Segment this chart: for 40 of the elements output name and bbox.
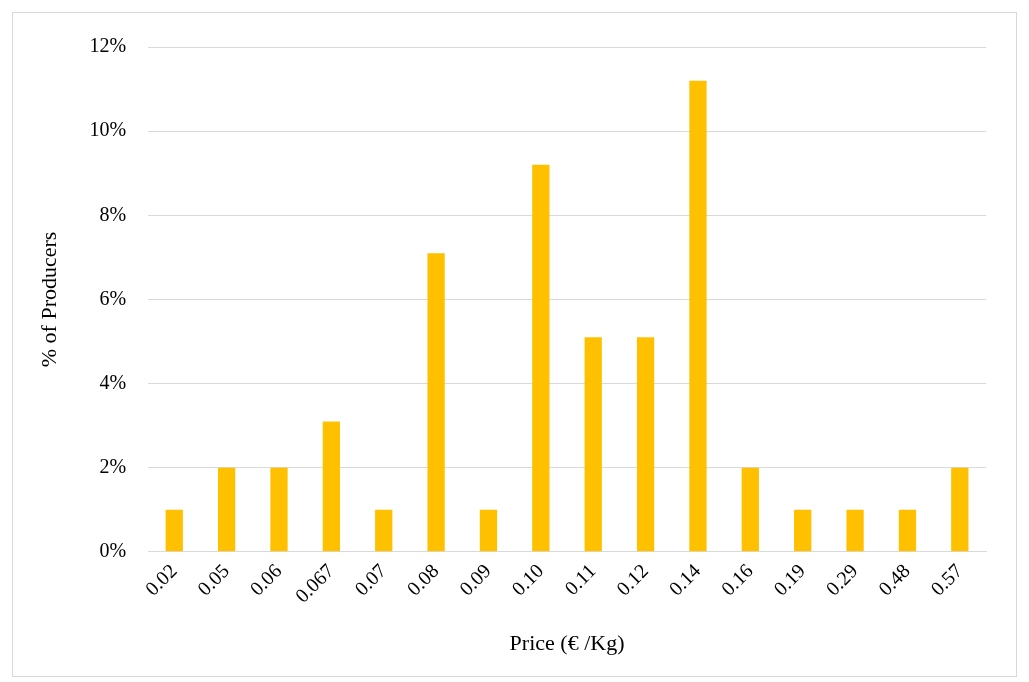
- x-axis-title: Price (€ /Kg): [509, 629, 625, 655]
- bar: [636, 337, 655, 552]
- x-tick-label: 0.06: [245, 559, 286, 600]
- x-tick-label: 0.16: [716, 559, 757, 600]
- x-tick-label: 0.19: [768, 559, 810, 600]
- x-tick-label: 0.11: [559, 559, 600, 600]
- y-tick-label: 4%: [99, 370, 127, 393]
- y-tick-label: 8%: [99, 202, 127, 225]
- bar: [898, 509, 917, 552]
- bar: [375, 509, 393, 552]
- x-tick-label: 0.57: [926, 559, 967, 600]
- y-tick-label: 10%: [89, 118, 127, 141]
- x-tick-label: 0.02: [140, 559, 181, 600]
- bar: [794, 509, 812, 552]
- y-tick-label: 0%: [99, 539, 127, 562]
- x-tick-label: 0.05: [192, 559, 234, 600]
- x-tick-label: 0.08: [402, 559, 443, 600]
- x-tick-label: 0.07: [349, 559, 391, 600]
- bar: [479, 509, 498, 552]
- bar: [532, 164, 550, 552]
- x-tick-label: 0.29: [821, 559, 862, 600]
- bar: [951, 467, 969, 552]
- x-tick-label: 0.12: [611, 559, 653, 600]
- y-tick-label: 2%: [99, 454, 127, 477]
- bar: [584, 337, 602, 552]
- x-tick-label: 0.10: [507, 559, 548, 600]
- bar: [427, 253, 445, 552]
- bar: [165, 509, 183, 552]
- bar: [741, 467, 759, 552]
- y-tick-label: 12%: [89, 34, 127, 57]
- x-tick-label: 0.48: [873, 559, 914, 600]
- x-tick-label: 0.14: [664, 559, 705, 600]
- bar: [846, 509, 864, 552]
- y-axis-title: % of Producers: [35, 231, 61, 368]
- bar: [322, 421, 340, 552]
- bar: [270, 467, 288, 552]
- bar: [689, 80, 707, 552]
- y-tick-label: 6%: [99, 286, 127, 309]
- bar: [217, 467, 236, 552]
- x-tick-label: 0.09: [454, 559, 496, 600]
